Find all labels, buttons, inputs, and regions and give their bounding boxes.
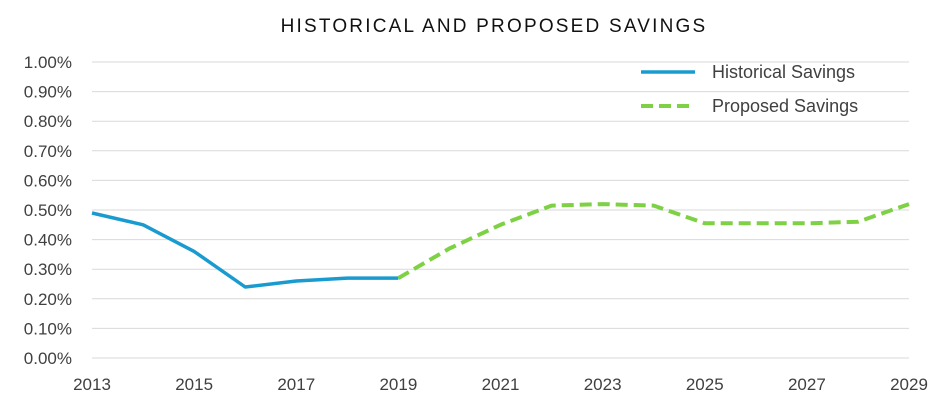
y-tick-label: 0.90%: [24, 83, 72, 102]
x-tick-label: 2015: [175, 375, 213, 394]
x-tick-label: 2023: [584, 375, 622, 394]
y-tick-label: 1.00%: [24, 53, 72, 72]
x-axis-tick-labels: 2013 2015 2017 2019 2021 2023 2025 2027 2029: [73, 375, 928, 394]
proposed-savings-line: [397, 202, 910, 280]
x-tick-label: 2019: [379, 375, 417, 394]
grid-lines: [92, 61, 909, 359]
y-tick-label: 0.30%: [24, 260, 72, 279]
y-tick-label: 0.10%: [24, 319, 72, 338]
legend-label-proposed: Proposed Savings: [712, 96, 858, 116]
x-tick-label: 2017: [277, 375, 315, 394]
chart-title: HISTORICAL AND PROPOSED SAVINGS: [281, 16, 708, 37]
x-tick-label: 2021: [482, 375, 520, 394]
series-lines: [91, 202, 910, 289]
y-tick-label: 0.50%: [24, 201, 72, 220]
legend: Historical Savings Proposed Savings: [641, 62, 858, 116]
x-tick-label: 2025: [686, 375, 724, 394]
y-tick-label: 0.80%: [24, 112, 72, 131]
legend-label-historical: Historical Savings: [712, 62, 855, 82]
x-tick-label: 2029: [890, 375, 928, 394]
y-tick-label: 0.00%: [24, 349, 72, 368]
historical-savings-line: [91, 211, 399, 289]
x-tick-label: 2027: [788, 375, 826, 394]
y-tick-label: 0.70%: [24, 142, 72, 161]
y-tick-label: 0.60%: [24, 171, 72, 190]
x-tick-label: 2013: [73, 375, 111, 394]
y-tick-label: 0.40%: [24, 231, 72, 250]
y-tick-label: 0.20%: [24, 290, 72, 309]
y-axis-tick-labels: 0.00% 0.10% 0.20% 0.30% 0.40% 0.50% 0.60% 0.70%…: [24, 53, 72, 368]
